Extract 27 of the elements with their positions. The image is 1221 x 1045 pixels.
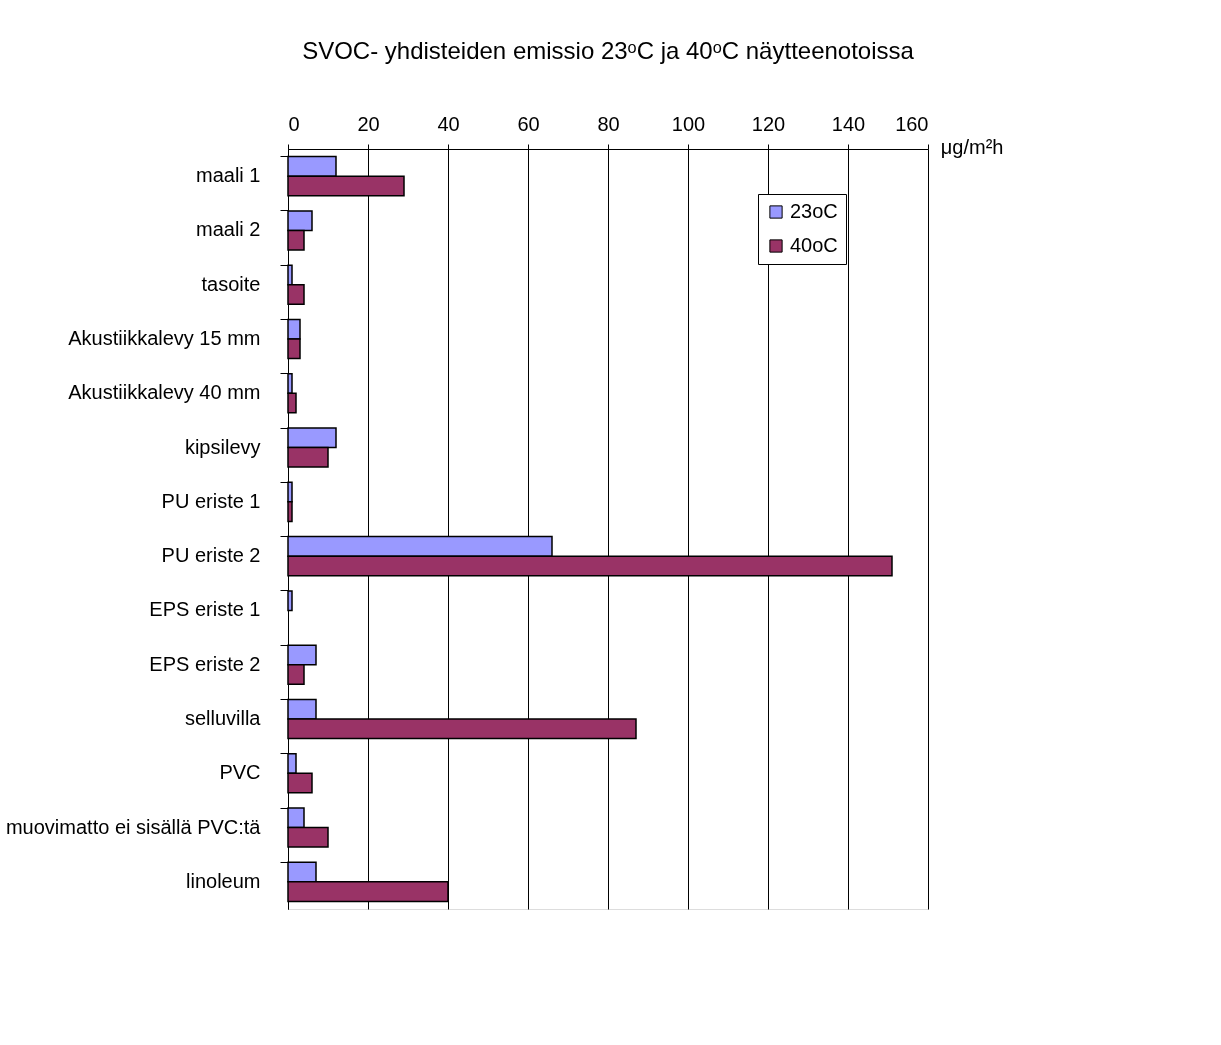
y-tick-label: PU eriste 1 [161,489,261,512]
x-axis-title: μg/m²h [940,135,1004,158]
y-tick-label: maali 1 [196,164,261,187]
y-tick-label: Akustiikkalevy 15 mm [68,327,261,349]
y-tick-label: tasoite [201,272,261,295]
y-tick-label: PVC [219,761,261,784]
y-tick-label: linoleum [186,869,261,892]
x-tick-label: 120 [751,112,786,135]
legend-label: 40oC [790,234,838,256]
x-tick-label: 100 [671,112,706,135]
y-tick-label: kipsilevy [184,435,261,458]
y-tick-label: Akustiikkalevy 40 mm [68,381,261,404]
y-tick-label: EPS eriste 2 [149,652,261,675]
x-tick-label: 80 [597,112,620,135]
chart-title: SVOC- yhdisteiden emissio 23ᵒC ja 40ᵒC näytteenotoissa [302,37,915,64]
x-tick-label: 140 [831,112,866,135]
y-tick-label: maali 2 [196,218,261,241]
x-tick-label: 160 [895,112,929,135]
x-tick-label: 20 [357,112,380,135]
y-tick-label: EPS eriste 1 [149,598,261,621]
x-tick-label: 0 [288,112,300,135]
y-tick-label: selluvilla [184,707,262,729]
y-tick-label: muovimatto ei sisällä PVC:tä [5,815,262,838]
x-tick-label: 40 [437,112,460,135]
legend-label: 23oC [790,200,838,222]
x-tick-label: 60 [517,112,540,135]
y-tick-label: PU eriste 2 [161,544,261,567]
